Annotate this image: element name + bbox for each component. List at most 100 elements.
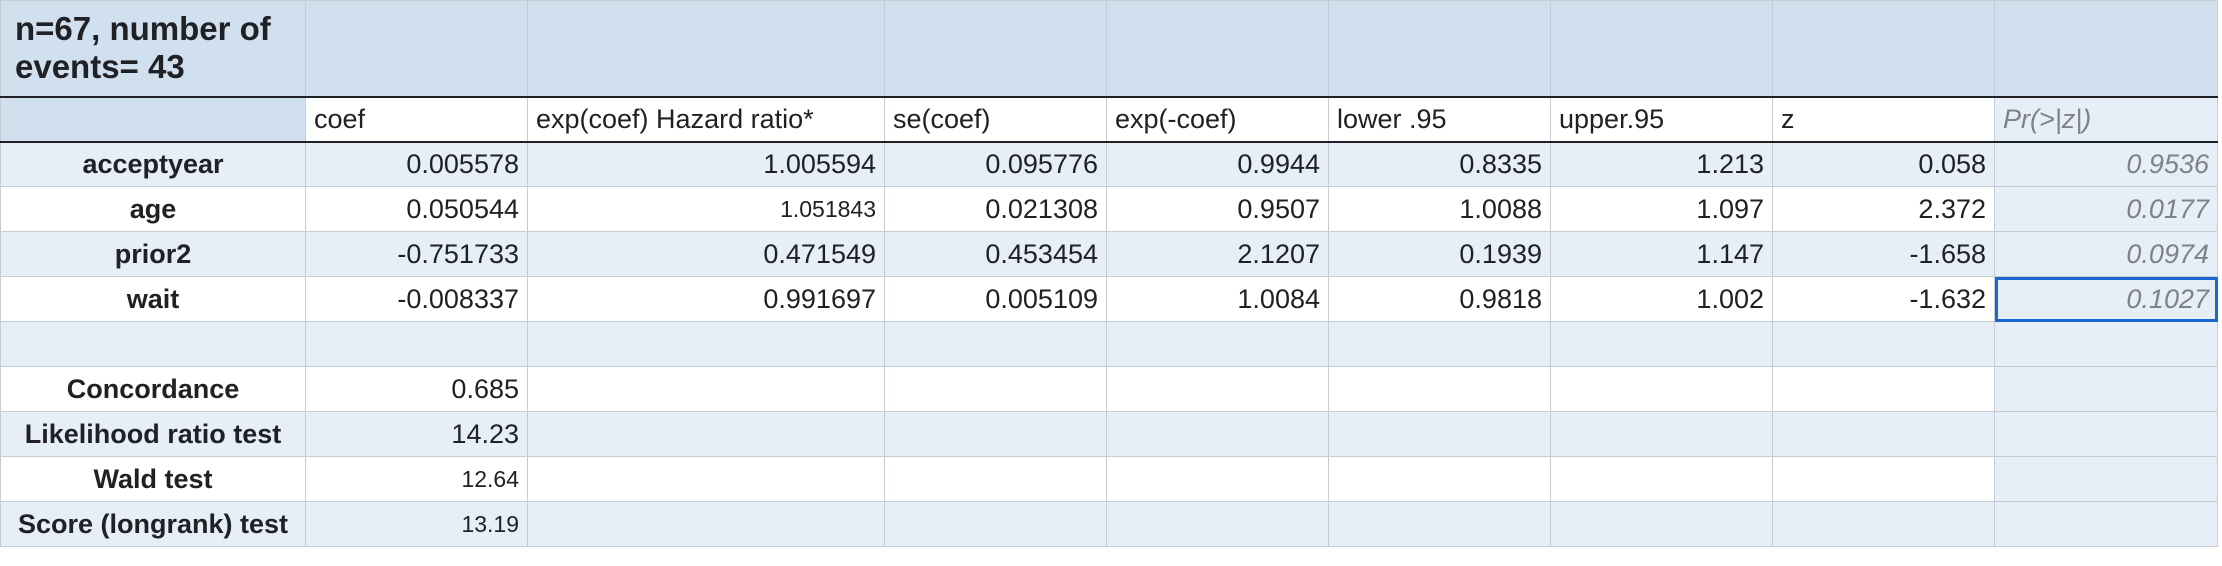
cell-lower-95[interactable]: 0.8335 [1328, 141, 1551, 187]
empty-cell[interactable] [1550, 366, 1773, 412]
cell-p-value[interactable]: 0.9536 [1994, 141, 2218, 187]
cell-lower-95[interactable]: 0.9818 [1328, 276, 1551, 322]
empty-cell[interactable] [1328, 411, 1551, 457]
row-label[interactable]: age [0, 186, 306, 232]
header-coef[interactable]: coef [305, 96, 528, 143]
empty-cell[interactable] [1772, 456, 1995, 502]
cell-coef[interactable]: -0.751733 [305, 231, 528, 277]
cell-z[interactable]: 0.058 [1772, 141, 1995, 187]
stat-label[interactable]: Score (longrank) test [0, 501, 306, 547]
cell-se-coef[interactable]: 0.021308 [884, 186, 1107, 232]
cell-se-coef[interactable]: 0.005109 [884, 276, 1107, 322]
empty-cell[interactable] [1550, 321, 1773, 367]
cell-coef[interactable]: 0.005578 [305, 141, 528, 187]
cell-p-value-selected[interactable]: 0.1027 [1994, 276, 2218, 322]
cell-hazard-ratio[interactable]: 1.005594 [527, 141, 885, 187]
cell-z[interactable]: -1.658 [1772, 231, 1995, 277]
empty-cell[interactable] [1772, 0, 1995, 98]
empty-cell[interactable] [527, 321, 885, 367]
empty-cell[interactable] [1106, 366, 1329, 412]
stat-label[interactable]: Wald test [0, 456, 306, 502]
empty-cell[interactable] [1328, 456, 1551, 502]
empty-cell[interactable] [884, 366, 1107, 412]
cell-se-coef[interactable]: 0.453454 [884, 231, 1107, 277]
row-label[interactable]: wait [0, 276, 306, 322]
empty-cell[interactable] [1994, 456, 2218, 502]
cell-z[interactable]: -1.632 [1772, 276, 1995, 322]
empty-cell[interactable] [884, 456, 1107, 502]
cell-coef[interactable]: -0.008337 [305, 276, 528, 322]
cell-upper-95[interactable]: 1.097 [1550, 186, 1773, 232]
cell-exp-neg-coef[interactable]: 0.9507 [1106, 186, 1329, 232]
cell-lower-95[interactable]: 0.1939 [1328, 231, 1551, 277]
stat-label[interactable]: Likelihood ratio test [0, 411, 306, 457]
cell-exp-neg-coef[interactable]: 0.9944 [1106, 141, 1329, 187]
empty-cell[interactable] [1994, 501, 2218, 547]
empty-cell[interactable] [1328, 366, 1551, 412]
empty-cell[interactable] [1550, 456, 1773, 502]
empty-cell[interactable] [1994, 0, 2218, 98]
empty-cell[interactable] [1772, 321, 1995, 367]
empty-cell[interactable] [1106, 321, 1329, 367]
empty-cell[interactable] [1994, 321, 2218, 367]
cell-exp-neg-coef[interactable]: 1.0084 [1106, 276, 1329, 322]
empty-cell[interactable] [1550, 501, 1773, 547]
empty-cell[interactable] [1328, 321, 1551, 367]
empty-cell[interactable] [527, 366, 885, 412]
cell-hazard-ratio[interactable]: 1.051843 [527, 186, 885, 232]
empty-cell[interactable] [0, 321, 306, 367]
cell-upper-95[interactable]: 1.147 [1550, 231, 1773, 277]
stat-value[interactable]: 13.19 [305, 501, 528, 547]
cell-hazard-ratio[interactable]: 0.471549 [527, 231, 885, 277]
row-label[interactable]: acceptyear [0, 141, 306, 187]
empty-cell[interactable] [884, 0, 1107, 98]
title-row: n=67, number of events= 43 [0, 0, 2218, 98]
empty-cell[interactable] [1772, 366, 1995, 412]
empty-cell[interactable] [884, 501, 1107, 547]
cell-coef[interactable]: 0.050544 [305, 186, 528, 232]
empty-cell[interactable] [1550, 411, 1773, 457]
empty-cell[interactable] [1106, 0, 1329, 98]
empty-cell[interactable] [1772, 411, 1995, 457]
empty-cell[interactable] [1106, 411, 1329, 457]
empty-cell[interactable] [1328, 501, 1551, 547]
title-cell[interactable]: n=67, number of events= 43 [0, 0, 306, 98]
header-upper-95[interactable]: upper.95 [1550, 96, 1773, 143]
cell-exp-neg-coef[interactable]: 2.1207 [1106, 231, 1329, 277]
empty-cell[interactable] [1550, 0, 1773, 98]
empty-cell[interactable] [884, 411, 1107, 457]
empty-cell[interactable] [1328, 0, 1551, 98]
stat-value[interactable]: 0.685 [305, 366, 528, 412]
empty-cell[interactable] [1106, 456, 1329, 502]
cell-p-value[interactable]: 0.0974 [1994, 231, 2218, 277]
cell-hazard-ratio[interactable]: 0.991697 [527, 276, 885, 322]
empty-cell[interactable] [1106, 501, 1329, 547]
cell-p-value[interactable]: 0.0177 [1994, 186, 2218, 232]
header-exp-neg-coef[interactable]: exp(-coef) [1106, 96, 1329, 143]
empty-cell[interactable] [527, 411, 885, 457]
header-p-value[interactable]: Pr(>|z|) [1994, 96, 2218, 143]
empty-cell[interactable] [1772, 501, 1995, 547]
empty-cell[interactable] [527, 456, 885, 502]
stat-value[interactable]: 12.64 [305, 456, 528, 502]
cell-upper-95[interactable]: 1.213 [1550, 141, 1773, 187]
cell-se-coef[interactable]: 0.095776 [884, 141, 1107, 187]
stat-label[interactable]: Concordance [0, 366, 306, 412]
row-label[interactable]: prior2 [0, 231, 306, 277]
cell-lower-95[interactable]: 1.0088 [1328, 186, 1551, 232]
empty-cell[interactable] [527, 501, 885, 547]
empty-cell[interactable] [305, 321, 528, 367]
empty-cell[interactable] [527, 0, 885, 98]
cell-upper-95[interactable]: 1.002 [1550, 276, 1773, 322]
empty-cell[interactable] [884, 321, 1107, 367]
header-z[interactable]: z [1772, 96, 1995, 143]
empty-cell[interactable] [1994, 411, 2218, 457]
stat-value[interactable]: 14.23 [305, 411, 528, 457]
empty-cell[interactable] [0, 96, 306, 143]
empty-cell[interactable] [1994, 366, 2218, 412]
empty-cell[interactable] [305, 0, 528, 98]
header-se-coef[interactable]: se(coef) [884, 96, 1107, 143]
header-lower-95[interactable]: lower .95 [1328, 96, 1551, 143]
cell-z[interactable]: 2.372 [1772, 186, 1995, 232]
header-hazard-ratio[interactable]: exp(coef) Hazard ratio* [527, 96, 885, 143]
